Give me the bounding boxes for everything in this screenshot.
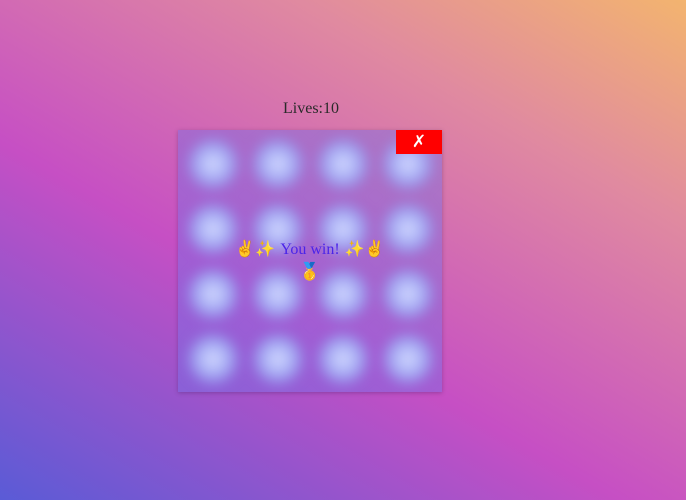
tile[interactable] [382, 268, 434, 320]
tile[interactable] [252, 138, 304, 190]
tile[interactable] [252, 203, 304, 255]
victory-emoji-left: ✌️✨ [235, 239, 276, 258]
tile[interactable] [317, 138, 369, 190]
tile[interactable] [382, 203, 434, 255]
medal-icon: 🥇 [299, 262, 321, 282]
tile[interactable] [252, 268, 304, 320]
win-message: ✌️✨ You win! ✨✌️ 🥇 [178, 238, 442, 283]
tile[interactable] [187, 268, 239, 320]
tile[interactable] [187, 138, 239, 190]
tile[interactable] [317, 203, 369, 255]
tile-grid [178, 130, 442, 392]
close-button[interactable]: ✗ [396, 130, 442, 154]
tile[interactable] [252, 333, 304, 385]
tile[interactable] [317, 268, 369, 320]
victory-emoji-right: ✨✌️ [344, 239, 385, 258]
tile[interactable] [382, 333, 434, 385]
game-board [178, 130, 442, 392]
tile[interactable] [187, 333, 239, 385]
tile[interactable] [187, 203, 239, 255]
win-text: You win! [280, 241, 340, 258]
tile[interactable] [317, 333, 369, 385]
lives-counter: Lives:10 [283, 100, 339, 117]
